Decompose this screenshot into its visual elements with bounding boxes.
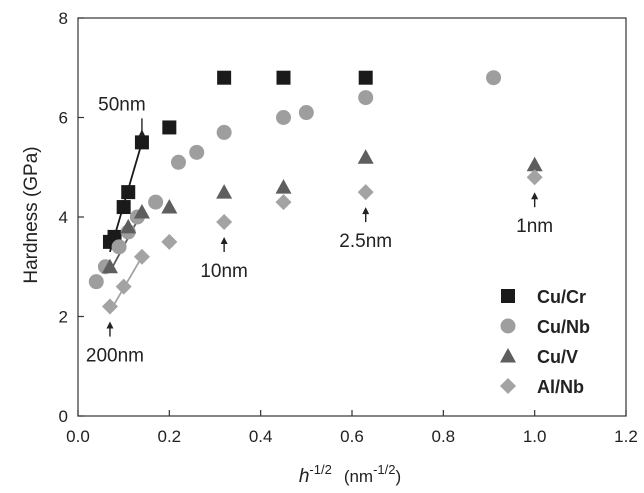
point-cu-v xyxy=(133,203,150,219)
legend-marker-al-nb xyxy=(500,378,516,394)
point-cu-v xyxy=(275,179,292,194)
annotation-arrowhead xyxy=(531,192,539,200)
point-cu-v xyxy=(216,184,233,199)
point-al-nb xyxy=(275,194,292,211)
point-al-nb xyxy=(101,298,118,315)
legend-label-cu-nb: Cu/Nb xyxy=(537,317,590,337)
legend-marker-cu-v xyxy=(500,347,516,363)
annotation-arrowhead xyxy=(106,321,114,329)
legend-marker-cu-cr xyxy=(501,289,515,303)
legend: Cu/Cr Cu/Nb Cu/V Al/Nb xyxy=(500,287,590,397)
point-cu-cr xyxy=(358,70,373,85)
legend-label-al-nb: Al/Nb xyxy=(537,377,584,397)
x-tick-label: 0.2 xyxy=(158,427,182,446)
annotation-arrowhead xyxy=(138,129,146,137)
point-cu-cr xyxy=(134,135,149,150)
point-cu-nb xyxy=(148,194,164,210)
y-axis-ticks: 0 2 4 6 8 xyxy=(59,9,84,426)
annotation-label: 200nm xyxy=(86,346,144,367)
y-tick-label: 2 xyxy=(59,308,68,327)
annotation-arrowhead xyxy=(362,207,370,215)
point-cu-cr xyxy=(116,200,131,215)
point-al-nb xyxy=(115,278,132,295)
point-cu-nb xyxy=(298,105,314,121)
point-cu-cr xyxy=(121,185,136,200)
x-axis-title: h-1/2 (nm-1/2) xyxy=(299,462,401,487)
data-points xyxy=(88,70,543,315)
point-cu-nb xyxy=(111,239,127,255)
x-tick-label: 1.2 xyxy=(614,427,638,446)
y-tick-label: 6 xyxy=(59,109,68,128)
point-cu-v xyxy=(357,149,374,164)
point-al-nb xyxy=(216,213,233,230)
annotation-label: 2.5nm xyxy=(339,231,392,252)
point-cu-nb xyxy=(88,274,104,290)
annotations: 50nm 10nm 2.5nm 1nm 200nm xyxy=(86,94,553,366)
x-tick-label: 0.0 xyxy=(66,427,90,446)
point-cu-v xyxy=(120,218,137,234)
point-cu-v xyxy=(101,258,118,274)
point-cu-nb xyxy=(189,144,205,160)
legend-label-cu-v: Cu/V xyxy=(537,347,578,367)
point-cu-nb xyxy=(486,70,502,86)
x-axis-title-main-sup: -1/2 xyxy=(309,462,331,477)
y-tick-label: 4 xyxy=(59,208,68,227)
y-axis-title: Hardness (GPa) xyxy=(21,146,42,283)
x-tick-label: 0.6 xyxy=(340,427,364,446)
x-axis-ticks: 0.0 0.2 0.4 0.6 0.8 1.0 1.2 xyxy=(66,410,638,446)
point-cu-nb xyxy=(216,124,232,140)
x-tick-label: 1.0 xyxy=(523,427,547,446)
x-tick-label: 0.4 xyxy=(249,427,273,446)
legend-marker-cu-nb xyxy=(500,318,516,334)
point-cu-v xyxy=(161,199,178,214)
point-cu-cr xyxy=(162,120,177,135)
point-al-nb xyxy=(526,169,543,186)
annotation-arrowhead xyxy=(220,236,228,244)
x-axis-title-unit-close: ) xyxy=(396,467,402,486)
point-al-nb xyxy=(357,184,374,201)
y-tick-label: 8 xyxy=(59,9,68,28)
point-cu-nb xyxy=(170,154,186,170)
point-cu-nb xyxy=(358,90,374,106)
point-cu-cr xyxy=(276,70,291,85)
legend-label-cu-cr: Cu/Cr xyxy=(537,287,586,307)
x-axis-title-unit-sup: -1/2 xyxy=(373,462,395,477)
x-axis-title-main: h xyxy=(299,466,310,487)
point-cu-cr xyxy=(217,70,232,85)
x-tick-label: 0.8 xyxy=(432,427,456,446)
annotation-label: 1nm xyxy=(516,216,553,237)
x-axis-title-unit: (nm xyxy=(344,467,373,486)
point-al-nb xyxy=(133,248,150,265)
annotation-label: 50nm xyxy=(98,94,146,115)
point-cu-v xyxy=(526,156,543,172)
y-tick-label: 0 xyxy=(59,407,68,426)
point-cu-nb xyxy=(276,110,291,125)
annotation-label: 10nm xyxy=(200,261,248,282)
point-al-nb xyxy=(161,233,178,250)
